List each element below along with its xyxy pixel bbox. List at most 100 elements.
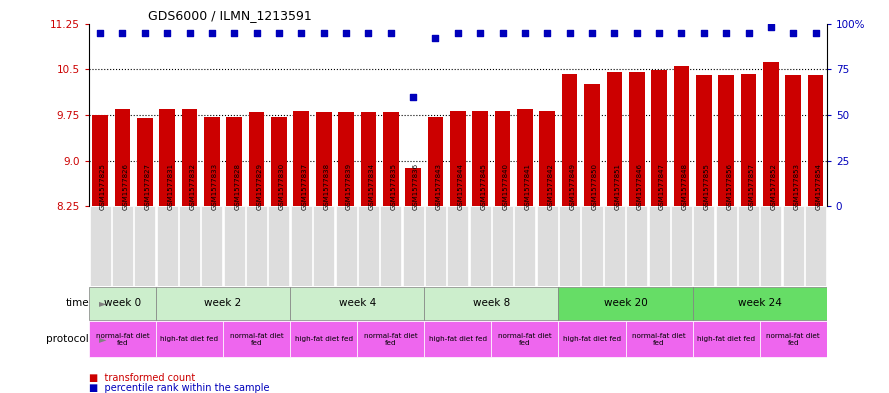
Point: [294, 29, 308, 36]
Point: [316, 29, 331, 36]
Bar: [472, 111, 488, 206]
FancyBboxPatch shape: [335, 206, 356, 286]
FancyBboxPatch shape: [156, 206, 178, 286]
FancyBboxPatch shape: [581, 206, 603, 286]
FancyBboxPatch shape: [716, 206, 737, 286]
FancyBboxPatch shape: [223, 321, 290, 357]
Point: [116, 29, 130, 36]
Text: GSM1577826: GSM1577826: [123, 163, 128, 210]
FancyBboxPatch shape: [89, 321, 156, 357]
Text: GSM1577851: GSM1577851: [614, 163, 621, 210]
FancyBboxPatch shape: [357, 321, 424, 357]
Text: GSM1577846: GSM1577846: [637, 163, 643, 210]
Point: [93, 29, 108, 36]
FancyBboxPatch shape: [537, 206, 557, 286]
Bar: [741, 74, 757, 206]
Point: [138, 29, 152, 36]
FancyBboxPatch shape: [403, 206, 424, 286]
Point: [741, 29, 756, 36]
Point: [697, 29, 711, 36]
Text: GSM1577828: GSM1577828: [234, 163, 240, 210]
Point: [250, 29, 264, 36]
Point: [384, 29, 398, 36]
Text: GSM1577850: GSM1577850: [592, 163, 598, 210]
FancyBboxPatch shape: [447, 206, 469, 286]
Text: GSM1577838: GSM1577838: [324, 163, 330, 210]
FancyBboxPatch shape: [290, 287, 424, 320]
FancyBboxPatch shape: [291, 206, 312, 286]
FancyBboxPatch shape: [246, 206, 267, 286]
FancyBboxPatch shape: [90, 206, 110, 286]
Point: [808, 29, 822, 36]
Text: GSM1577844: GSM1577844: [458, 163, 464, 210]
Text: ■  percentile rank within the sample: ■ percentile rank within the sample: [89, 383, 269, 393]
Point: [495, 29, 509, 36]
Text: week 4: week 4: [339, 298, 376, 309]
Bar: [361, 112, 376, 206]
FancyBboxPatch shape: [425, 206, 446, 286]
Text: GSM1577848: GSM1577848: [682, 163, 687, 210]
FancyBboxPatch shape: [134, 206, 156, 286]
Point: [764, 24, 778, 30]
Text: GSM1577835: GSM1577835: [391, 163, 396, 210]
Point: [182, 29, 196, 36]
Bar: [159, 109, 175, 206]
FancyBboxPatch shape: [424, 287, 558, 320]
FancyBboxPatch shape: [738, 206, 759, 286]
Text: normal-fat diet
fed: normal-fat diet fed: [766, 332, 821, 345]
Point: [786, 29, 800, 36]
Text: ►: ►: [99, 334, 107, 344]
Text: high-fat diet fed: high-fat diet fed: [428, 336, 487, 342]
Point: [517, 29, 532, 36]
FancyBboxPatch shape: [760, 321, 827, 357]
Bar: [227, 117, 242, 206]
FancyBboxPatch shape: [156, 287, 290, 320]
Point: [160, 29, 174, 36]
Bar: [785, 75, 801, 206]
Text: normal-fat diet
fed: normal-fat diet fed: [229, 332, 284, 345]
Text: GSM1577827: GSM1577827: [145, 163, 151, 210]
FancyBboxPatch shape: [693, 287, 827, 320]
Bar: [405, 168, 421, 206]
FancyBboxPatch shape: [760, 206, 781, 286]
Text: GSM1577854: GSM1577854: [815, 163, 821, 210]
Text: week 8: week 8: [473, 298, 510, 309]
Text: time: time: [65, 298, 89, 309]
Point: [272, 29, 286, 36]
Text: GSM1577836: GSM1577836: [413, 163, 419, 210]
FancyBboxPatch shape: [492, 321, 558, 357]
Text: GSM1577856: GSM1577856: [726, 163, 733, 210]
Text: GSM1577857: GSM1577857: [749, 163, 755, 210]
FancyBboxPatch shape: [559, 206, 581, 286]
Point: [227, 29, 241, 36]
FancyBboxPatch shape: [626, 206, 647, 286]
Text: high-fat diet fed: high-fat diet fed: [160, 336, 219, 342]
FancyBboxPatch shape: [380, 206, 401, 286]
Text: GDS6000 / ILMN_1213591: GDS6000 / ILMN_1213591: [148, 9, 312, 22]
FancyBboxPatch shape: [268, 206, 290, 286]
Text: GSM1577843: GSM1577843: [436, 163, 442, 210]
FancyBboxPatch shape: [358, 206, 379, 286]
FancyBboxPatch shape: [89, 287, 156, 320]
Point: [451, 29, 465, 36]
Point: [541, 29, 555, 36]
Bar: [584, 84, 600, 206]
Text: GSM1577837: GSM1577837: [301, 163, 308, 210]
Text: GSM1577834: GSM1577834: [368, 163, 374, 210]
FancyBboxPatch shape: [424, 321, 492, 357]
Bar: [629, 72, 645, 206]
Text: GSM1577852: GSM1577852: [771, 163, 777, 210]
Bar: [383, 112, 398, 206]
Text: week 0: week 0: [104, 298, 141, 309]
Bar: [696, 75, 711, 206]
Bar: [517, 109, 533, 206]
Text: GSM1577829: GSM1577829: [257, 163, 262, 210]
Text: GSM1577853: GSM1577853: [793, 163, 799, 210]
Bar: [674, 66, 689, 206]
FancyBboxPatch shape: [604, 206, 625, 286]
Text: week 24: week 24: [738, 298, 781, 309]
FancyBboxPatch shape: [313, 206, 334, 286]
Bar: [606, 72, 622, 206]
Bar: [718, 75, 734, 206]
Text: high-fat diet fed: high-fat diet fed: [697, 336, 756, 342]
